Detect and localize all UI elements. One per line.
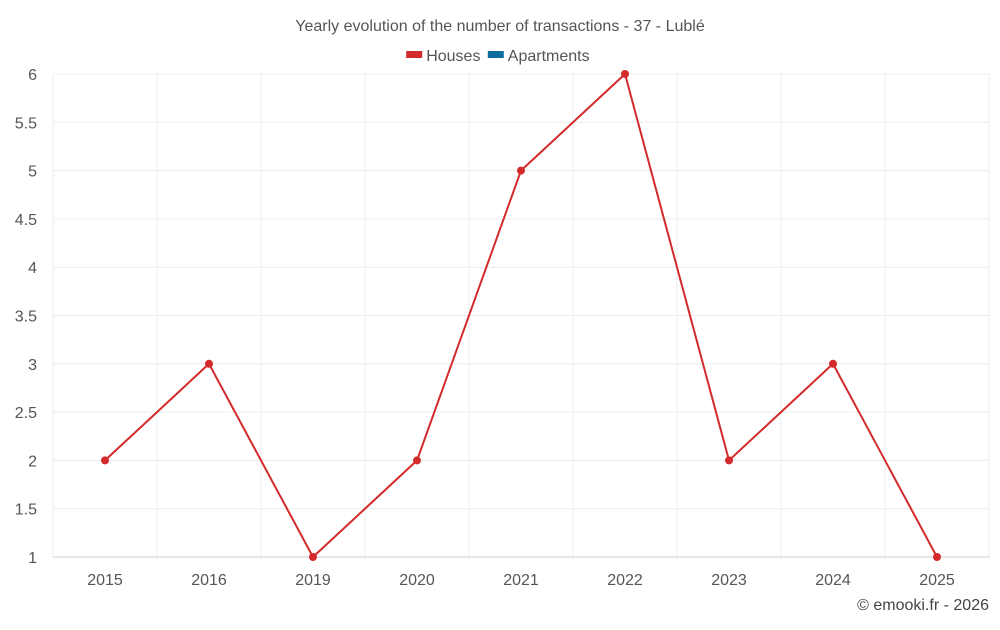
y-tick-label: 4.5 — [15, 212, 37, 229]
chart-title: Yearly evolution of the number of transa… — [295, 18, 705, 35]
data-point[interactable] — [309, 553, 317, 561]
x-tick-label: 2025 — [919, 572, 955, 589]
x-tick-label: 2022 — [607, 572, 643, 589]
y-tick-label: 2.5 — [15, 405, 37, 422]
data-point[interactable] — [517, 166, 525, 175]
legend-swatch — [406, 51, 423, 58]
data-point[interactable] — [829, 359, 837, 368]
data-point[interactable] — [725, 456, 733, 465]
legend-label: Houses — [426, 48, 480, 65]
grid — [52, 73, 990, 558]
y-tick-label: 1.5 — [15, 502, 37, 519]
legend-swatch — [487, 51, 504, 58]
x-tick-label: 2024 — [815, 572, 851, 589]
data-point[interactable] — [101, 456, 109, 465]
data-point[interactable] — [205, 359, 213, 368]
credit-text: © emooki.fr - 2026 — [857, 597, 989, 614]
y-tick-label: 4 — [28, 260, 37, 277]
y-tick-label: 5.5 — [15, 115, 37, 132]
y-axis: 1 1.5 2 2.5 3 3.5 4 4.5 5 5.5 6 — [15, 67, 37, 567]
legend-item-houses[interactable]: Houses — [406, 48, 480, 65]
series-houses — [101, 70, 941, 561]
y-tick-label: 1 — [28, 550, 37, 567]
legend: Houses Apartments — [406, 48, 590, 65]
x-tick-label: 2023 — [711, 572, 747, 589]
x-tick-label: 2015 — [87, 572, 123, 589]
x-axis: 2015 2016 2019 2020 2021 2022 2023 2024 2025 — [53, 556, 989, 589]
y-tick-label: 3 — [28, 357, 37, 374]
y-tick-label: 6 — [28, 67, 37, 84]
data-point[interactable] — [621, 70, 629, 78]
data-point[interactable] — [413, 456, 421, 465]
y-tick-label: 2 — [28, 453, 37, 470]
x-tick-label: 2020 — [399, 572, 435, 589]
x-tick-label: 2021 — [503, 572, 539, 589]
y-tick-label: 3.5 — [15, 309, 37, 326]
data-point[interactable] — [933, 553, 941, 561]
legend-label: Apartments — [508, 48, 590, 65]
series-layer — [101, 70, 941, 561]
x-tick-label: 2016 — [191, 572, 227, 589]
y-tick-label: 5 — [28, 164, 37, 181]
legend-item-apartments[interactable]: Apartments — [487, 48, 590, 65]
x-tick-label: 2019 — [295, 572, 331, 589]
